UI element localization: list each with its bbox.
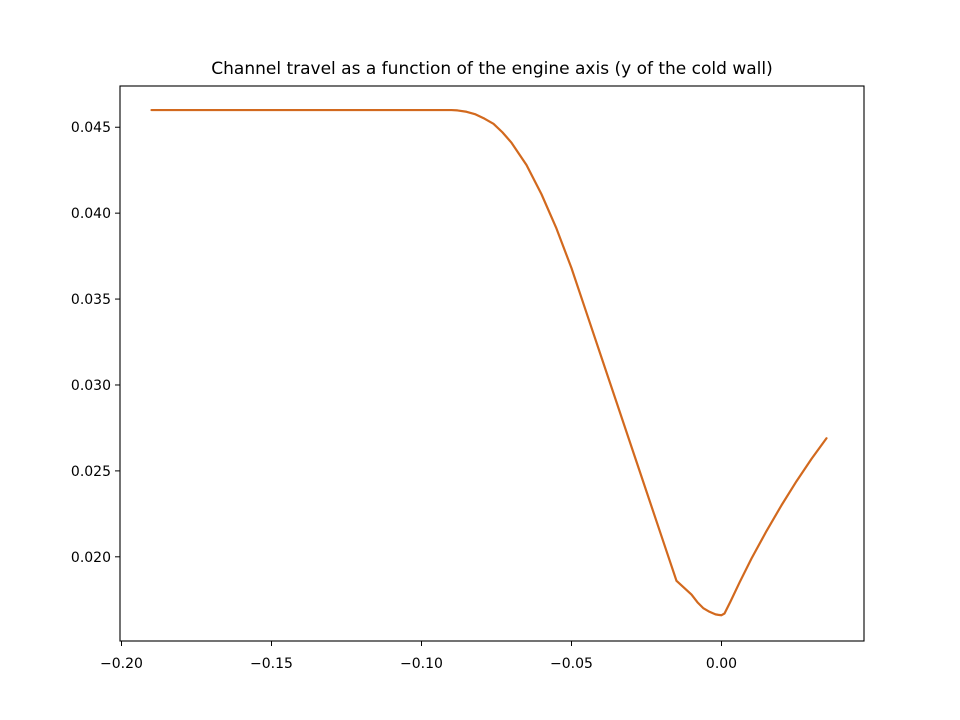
- x-tick-label: −0.10: [400, 656, 443, 672]
- y-tick-label: 0.040: [71, 206, 111, 222]
- plot-frame: [119, 85, 865, 642]
- y-tick-label: 0.045: [71, 120, 111, 136]
- series-line-0: [150, 108, 828, 617]
- x-tick-label: −0.05: [550, 656, 593, 672]
- y-axis: 0.020 0.025 0.030 0.035 0.040 0.045: [71, 120, 120, 566]
- x-tick-label: 0.00: [706, 656, 737, 672]
- x-tick-label: −0.20: [100, 656, 143, 672]
- y-tick-label: 0.030: [71, 378, 111, 394]
- y-tick-label: 0.020: [71, 550, 111, 566]
- x-tick-label: −0.15: [250, 656, 293, 672]
- series-layer: [150, 108, 828, 617]
- x-axis: −0.20 −0.15 −0.10 −0.05 0.00: [100, 641, 737, 672]
- y-tick-label: 0.025: [71, 464, 111, 480]
- chart-title: Channel travel as a function of the engi…: [211, 59, 772, 79]
- y-tick-label: 0.035: [71, 292, 111, 308]
- plot-area: [120, 86, 864, 641]
